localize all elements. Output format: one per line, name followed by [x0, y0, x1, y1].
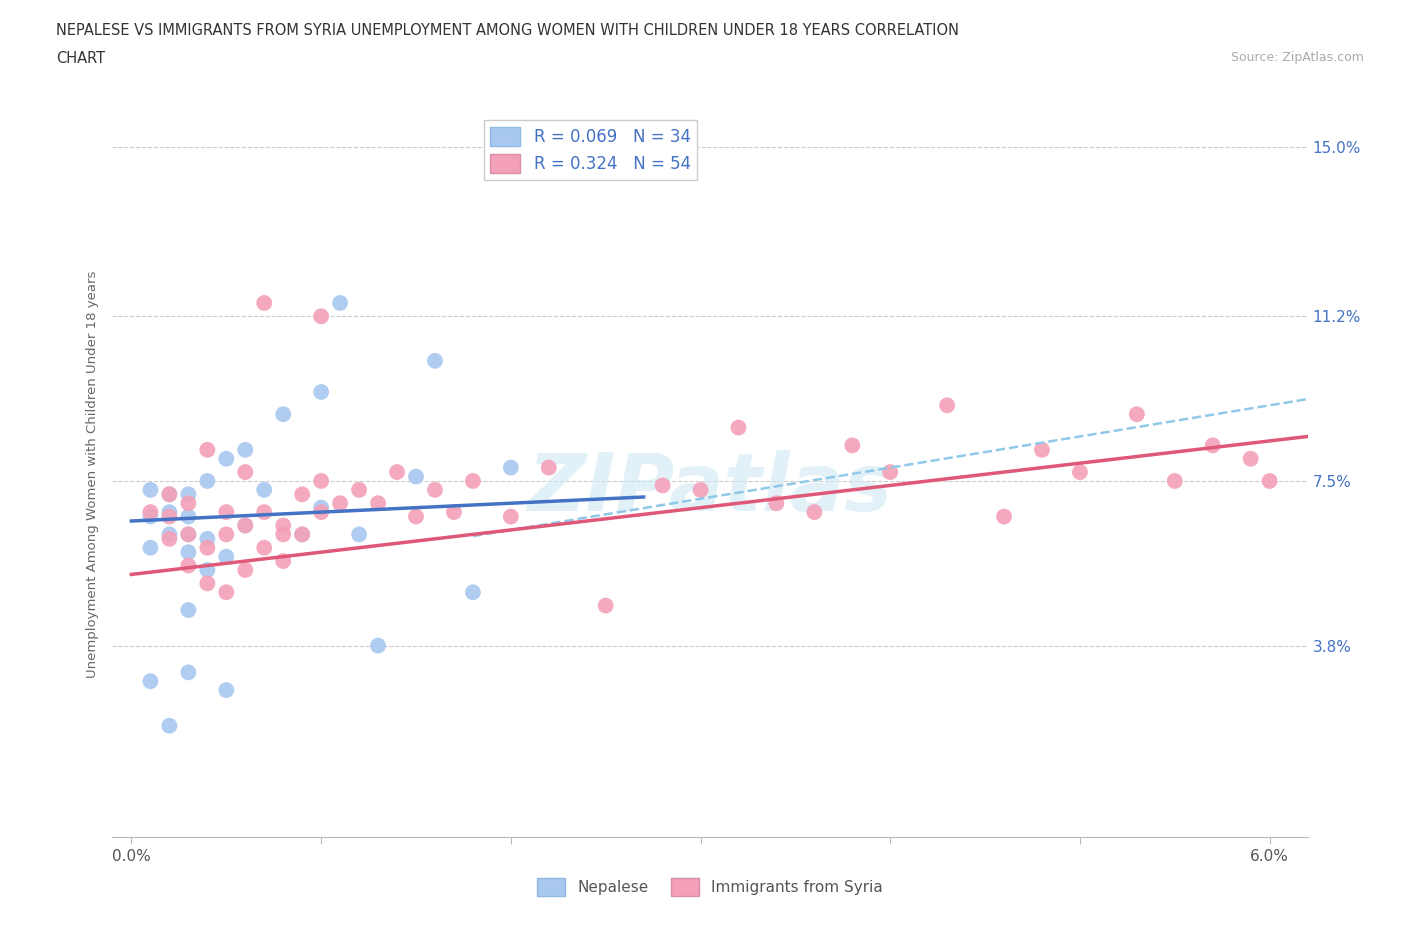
Point [195, 540, 218, 555]
Point [233, 465, 256, 480]
Text: CHART: CHART [56, 51, 105, 66]
Point [177, 496, 200, 511]
Point [195, 473, 218, 488]
Point [1202, 438, 1225, 453]
Point [993, 509, 1015, 524]
Point [157, 509, 180, 524]
Point [233, 518, 256, 533]
Point [1258, 473, 1281, 488]
Point [309, 473, 332, 488]
Point [157, 531, 180, 546]
Point [309, 500, 332, 515]
Point [1164, 473, 1187, 488]
Point [233, 443, 256, 458]
Point [765, 496, 787, 511]
Point [253, 296, 276, 311]
Point [271, 527, 294, 542]
Point [309, 505, 332, 520]
Point [215, 527, 238, 542]
Point [309, 384, 332, 399]
Point [803, 505, 825, 520]
Point [157, 527, 180, 542]
Point [139, 483, 162, 498]
Point [139, 674, 162, 689]
Point [177, 545, 200, 560]
Point [139, 540, 162, 555]
Point [177, 603, 200, 618]
Point [177, 665, 200, 680]
Point [233, 518, 256, 533]
Point [215, 550, 238, 565]
Point [879, 465, 901, 480]
Point [271, 518, 294, 533]
Point [405, 509, 427, 524]
Point [215, 683, 238, 698]
Point [461, 585, 484, 600]
Point [195, 576, 218, 591]
Point [157, 487, 180, 502]
Point [233, 563, 256, 578]
Point [309, 309, 332, 324]
Point [253, 483, 276, 498]
Point [253, 505, 276, 520]
Text: ZIPatlas: ZIPatlas [527, 450, 893, 528]
Legend: Nepalese, Immigrants from Syria: Nepalese, Immigrants from Syria [531, 872, 889, 902]
Point [177, 527, 200, 542]
Point [499, 509, 522, 524]
Point [177, 509, 200, 524]
Point [177, 487, 200, 502]
Point [347, 527, 370, 542]
Point [157, 505, 180, 520]
Y-axis label: Unemployment Among Women with Children Under 18 years: Unemployment Among Women with Children U… [86, 271, 98, 678]
Text: Source: ZipAtlas.com: Source: ZipAtlas.com [1230, 51, 1364, 64]
Point [367, 638, 389, 653]
Point [215, 585, 238, 600]
Point [271, 406, 294, 421]
Point [936, 398, 959, 413]
Point [195, 563, 218, 578]
Point [595, 598, 617, 613]
Point [499, 460, 522, 475]
Point [215, 451, 238, 466]
Point [329, 496, 352, 511]
Point [1069, 465, 1091, 480]
Point [385, 465, 408, 480]
Point [139, 505, 162, 520]
Point [177, 558, 200, 573]
Point [1126, 406, 1149, 421]
Point [423, 353, 446, 368]
Point [367, 496, 389, 511]
Point [253, 540, 276, 555]
Point [271, 553, 294, 568]
Point [727, 420, 749, 435]
Point [537, 460, 560, 475]
Point [405, 469, 427, 484]
Point [157, 487, 180, 502]
Point [215, 505, 238, 520]
Point [195, 531, 218, 546]
Point [291, 487, 314, 502]
Point [461, 473, 484, 488]
Point [689, 483, 711, 498]
Point [291, 527, 314, 542]
Point [291, 527, 314, 542]
Point [329, 296, 352, 311]
Point [651, 478, 673, 493]
Point [157, 718, 180, 733]
Point [177, 527, 200, 542]
Point [423, 483, 446, 498]
Point [841, 438, 863, 453]
Text: NEPALESE VS IMMIGRANTS FROM SYRIA UNEMPLOYMENT AMONG WOMEN WITH CHILDREN UNDER 1: NEPALESE VS IMMIGRANTS FROM SYRIA UNEMPL… [56, 23, 959, 38]
Point [443, 505, 465, 520]
Point [139, 509, 162, 524]
Point [1031, 443, 1053, 458]
Point [347, 483, 370, 498]
Point [195, 443, 218, 458]
Point [1240, 451, 1263, 466]
